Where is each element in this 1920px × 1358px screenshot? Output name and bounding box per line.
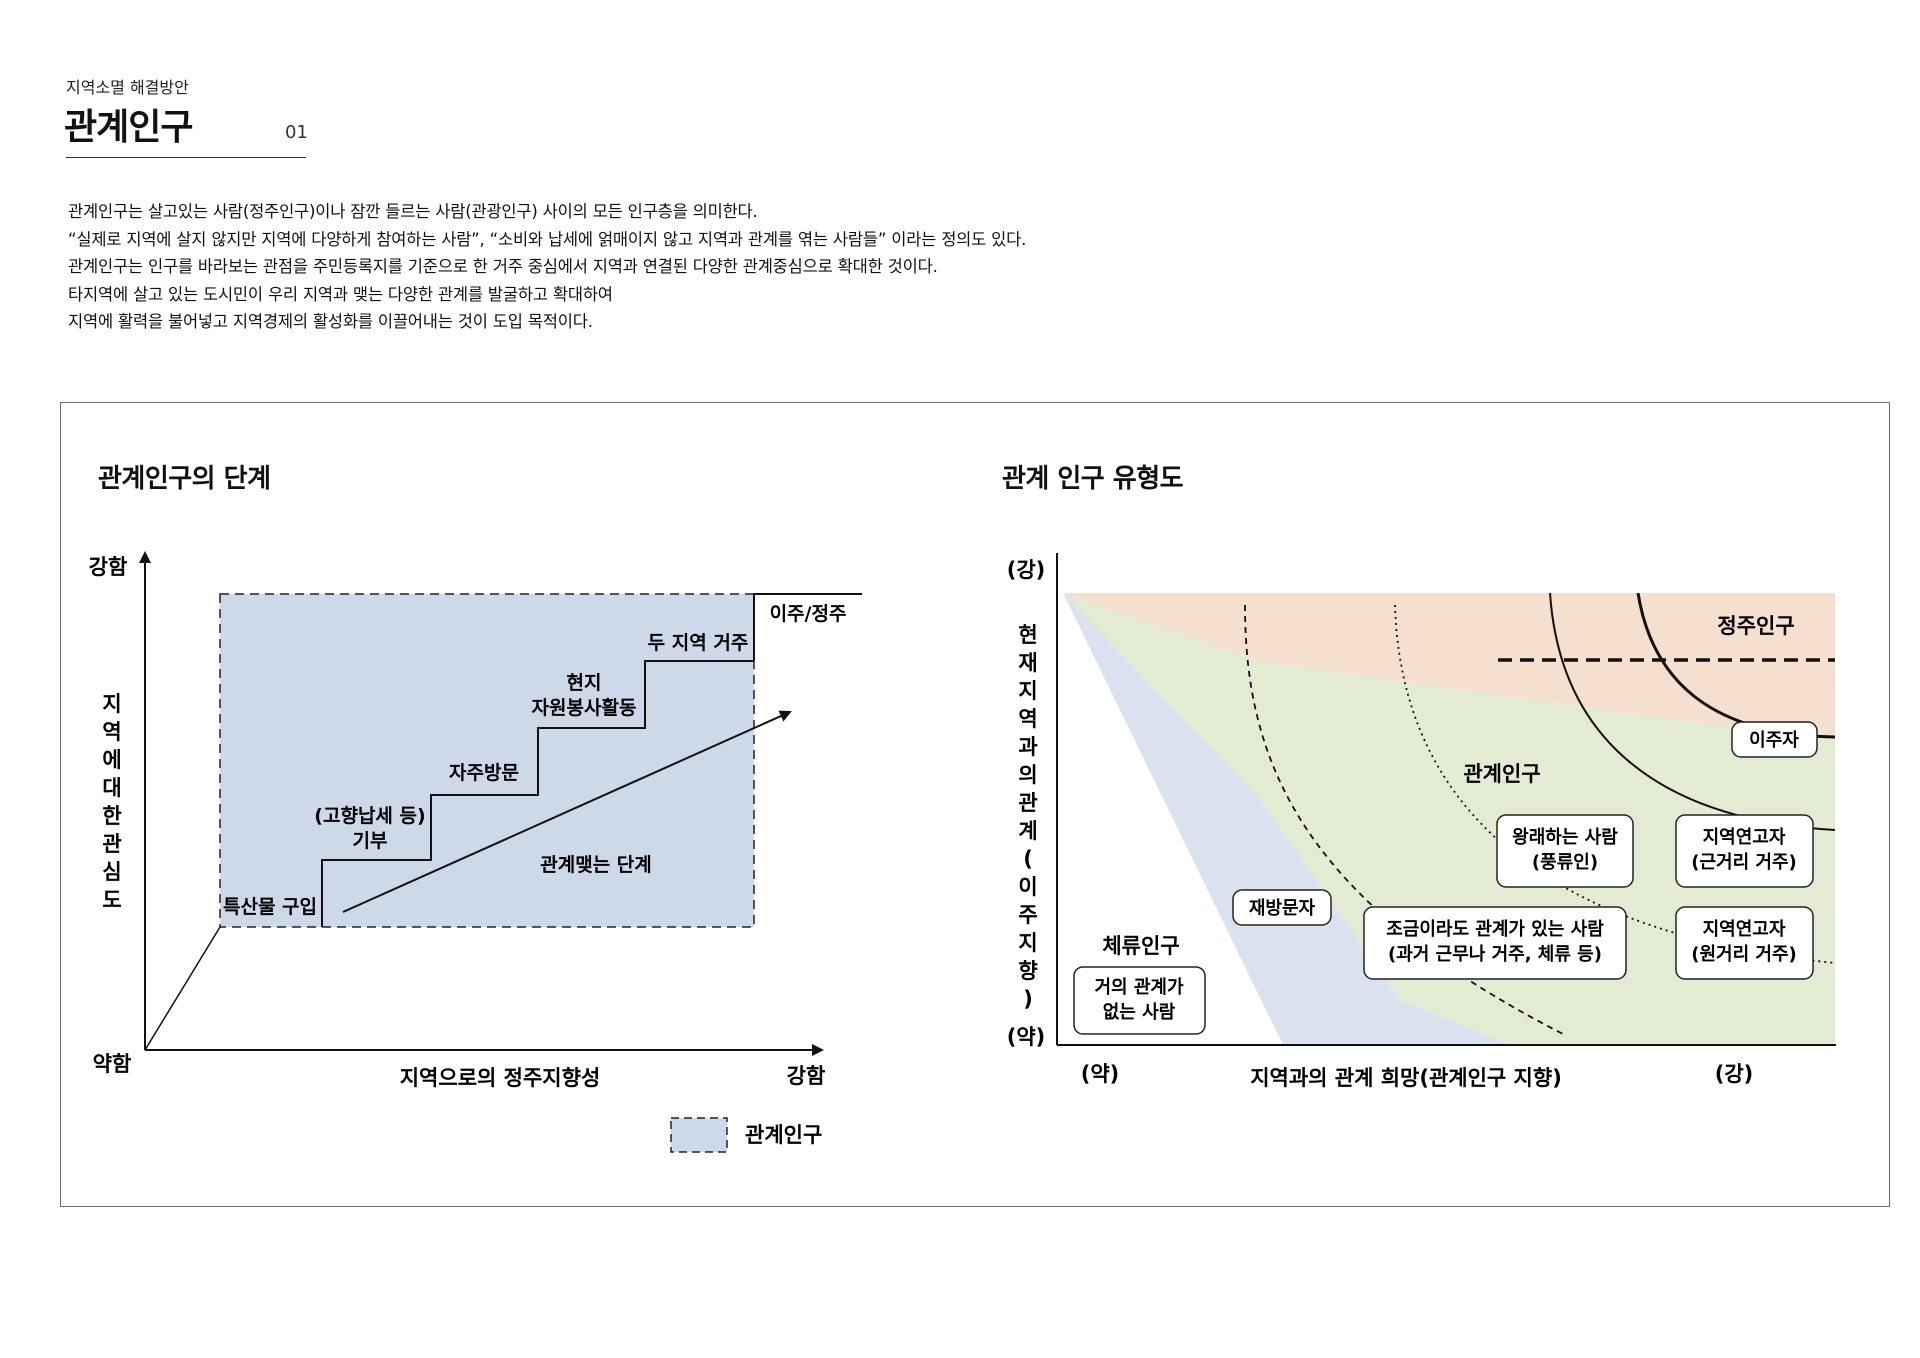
stay-region-label: 체류인구 (1102, 934, 1179, 958)
title-underline (66, 157, 306, 158)
settled-region-label: 정주인구 (1717, 614, 1794, 638)
no-relation-box: 거의 관계가 없는 사람 (1073, 966, 1206, 1035)
x-axis-left-label: (약) (1081, 1062, 1120, 1086)
step-local-prefix: 현지 (567, 672, 602, 694)
some-relation-label: 조금이라도 관계가 있는 사람 (1386, 919, 1604, 940)
revisitor-label: 재방문자 (1249, 898, 1316, 919)
intro-line: 타지역에 살고 있는 도시민이 우리 지역과 맺는 다양한 관계를 발굴하고 확… (68, 284, 613, 304)
near-relative-sublabel: (근거리 거주) (1691, 852, 1797, 873)
relation-region-label: 관계인구 (1463, 762, 1540, 786)
revisitor-box: 재방문자 (1232, 889, 1332, 926)
step-migration: 이주/정주 (770, 603, 847, 625)
step-donation: 기부 (353, 830, 388, 852)
intro-paragraph: 관계인구는 살고있는 사람(정주인구)이나 잠깐 들르는 사람(관광인구) 사이… (68, 198, 1026, 336)
settled-region (1063, 593, 1835, 740)
step-frequent-visit: 자주방문 (449, 762, 519, 784)
some-relation-box: 조금이라도 관계가 있는 사람 (과거 근무나 거주, 체류 등) (1363, 906, 1627, 980)
legend-swatch (670, 1117, 728, 1153)
y-axis-top-label: 강함 (89, 555, 128, 579)
x-axis-label: 지역과의 관계 희망(관계인구 지향) (1250, 1066, 1562, 1090)
y-axis-label: 현 재 지 역 과 의 관 계(이 주 지 향) (1018, 623, 1037, 1011)
far-relative-label: 지역연고자 (1703, 919, 1786, 940)
wanderer-boundary-curve (1394, 604, 1835, 964)
y-axis-bottom-label: (약) (1007, 1025, 1046, 1049)
migrant-label: 이주자 (1749, 730, 1799, 751)
left-diagram-title: 관계인구의 단계 (98, 464, 271, 494)
wanderer-sublabel: (풍류인) (1532, 852, 1598, 873)
progression-arrow (342, 710, 792, 913)
right-diagram-title: 관계 인구 유형도 (1002, 464, 1184, 494)
intro-line: “실제로 지역에 살지 않지만 지역에 다양하게 참여하는 사람”, “소비와 … (68, 229, 1027, 249)
far-relative-sublabel: (원거리 거주) (1691, 944, 1797, 965)
no-relation-sublabel: 없는 사람 (1103, 1002, 1176, 1023)
y-axis-bottom-label: 약함 (93, 1052, 132, 1076)
no-relation-label: 거의 관계가 (1094, 977, 1184, 998)
settle-step-line (753, 593, 862, 661)
y-axis-top-label: (강) (1007, 558, 1046, 582)
page-title: 관계인구 (64, 107, 193, 148)
migrant-box: 이주자 (1731, 721, 1818, 758)
intro-line: 관계인구는 인구를 바라보는 관점을 주민등록지를 기준으로 한 거주 중심에서… (68, 257, 938, 276)
legend-label: 관계인구 (745, 1123, 822, 1147)
section-eyebrow: 지역소멸 해결방안 (66, 78, 189, 97)
step-specialty-purchase: 특산물 구입 (223, 896, 317, 918)
x-axis-right-label: 강함 (787, 1064, 826, 1088)
some-relation-sublabel: (과거 근무나 거주, 체류 등) (1388, 944, 1602, 965)
stage-staircase (321, 660, 754, 927)
step-donation-note: (고향납세 등) (314, 805, 425, 827)
step-volunteering: 자원봉사활동 (532, 697, 637, 719)
wanderer-label: 왕래하는 사람 (1512, 827, 1618, 848)
x-axis-label: 지역으로의 정주지향성 (400, 1066, 601, 1090)
intro-line: 관계인구는 살고있는 사람(정주인구)이나 잠깐 들르는 사람(관광인구) 사이… (68, 202, 758, 221)
intro-line: 지역에 활력을 불어넣고 지역경제의 활성화를 이끌어내는 것이 도입 목적이다… (68, 312, 593, 331)
diagram-panel (60, 402, 1890, 1207)
far-relative-box: 지역연고자 (원거리 거주) (1675, 906, 1814, 980)
near-relative-box: 지역연고자 (근거리 거주) (1675, 814, 1814, 888)
relation-population-area (219, 593, 755, 928)
x-axis-right-label: (강) (1715, 1062, 1754, 1086)
page-number: 01 (285, 122, 308, 143)
wanderer-box: 왕래하는 사람 (풍류인) (1496, 814, 1634, 888)
no-relation-region (1063, 593, 1283, 1045)
stay-region (1063, 593, 1510, 1045)
near-relative-label: 지역연고자 (1703, 827, 1786, 848)
perspective-line (144, 926, 221, 1051)
arrow-label: 관계맺는 단계 (540, 854, 652, 876)
step-dual-residence: 두 지역 거주 (648, 632, 749, 654)
